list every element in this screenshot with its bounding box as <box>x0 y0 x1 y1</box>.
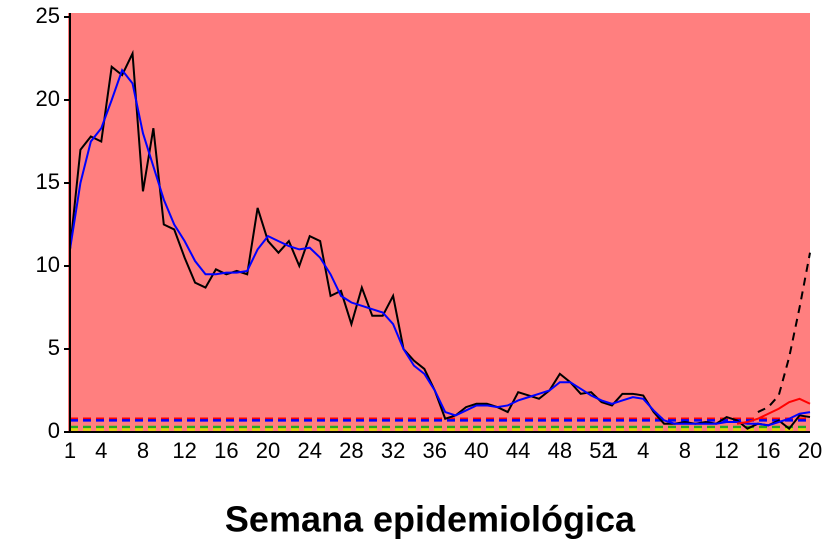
series-line <box>736 397 811 425</box>
x-tick-label: 1 <box>606 438 618 463</box>
x-tick-label: 4 <box>637 438 649 463</box>
plot-background <box>68 13 810 432</box>
y-tick-label: 10 <box>36 252 60 277</box>
x-tick-label: 16 <box>756 438 780 463</box>
series-line <box>69 49 811 431</box>
x-tick-label: 24 <box>297 438 321 463</box>
x-tick-label: 8 <box>137 438 149 463</box>
x-tick-label: 28 <box>339 438 363 463</box>
x-tick-label: 44 <box>506 438 530 463</box>
y-tick-label: 15 <box>36 169 60 194</box>
y-tick-label: 0 <box>48 418 60 443</box>
x-tick-label: 1 <box>64 438 76 463</box>
x-tick-label: 20 <box>256 438 280 463</box>
x-tick-label: 4 <box>95 438 107 463</box>
y-tick-label: 25 <box>36 3 60 28</box>
x-tick-label: 16 <box>214 438 238 463</box>
series-line <box>757 252 811 413</box>
x-axis-title: Semana epidemiológica <box>225 499 636 540</box>
x-tick-label: 32 <box>381 438 405 463</box>
y-tick-label: 20 <box>36 86 60 111</box>
y-tick-label: 5 <box>48 335 60 360</box>
x-tick-label: 52 <box>589 438 613 463</box>
x-tick-label: 40 <box>464 438 488 463</box>
x-tick-label: 8 <box>679 438 691 463</box>
x-tick-label: 48 <box>548 438 572 463</box>
x-tick-label: 36 <box>423 438 447 463</box>
x-tick-label: 12 <box>714 438 738 463</box>
x-tick-label: 12 <box>172 438 196 463</box>
series-line <box>69 68 811 427</box>
x-tick-label: 20 <box>798 438 822 463</box>
